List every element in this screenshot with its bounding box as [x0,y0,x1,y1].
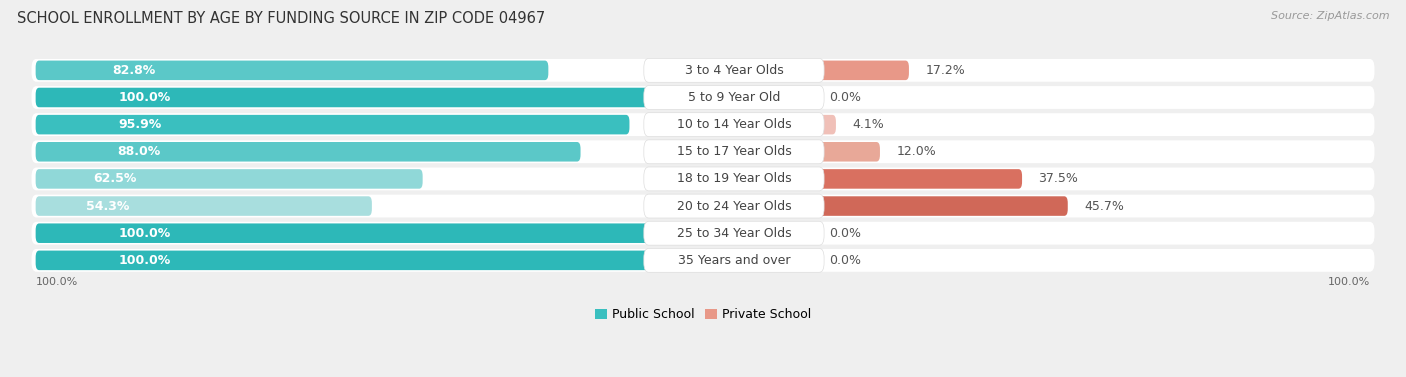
Text: 0.0%: 0.0% [830,91,862,104]
Text: 100.0%: 100.0% [1329,277,1371,287]
Text: 3 to 4 Year Olds: 3 to 4 Year Olds [685,64,783,77]
Text: 88.0%: 88.0% [117,145,160,158]
Text: 5 to 9 Year Old: 5 to 9 Year Old [688,91,780,104]
Text: 37.5%: 37.5% [1039,172,1078,185]
Text: 10 to 14 Year Olds: 10 to 14 Year Olds [676,118,792,131]
Text: 95.9%: 95.9% [118,118,162,131]
FancyBboxPatch shape [644,58,824,82]
Text: 100.0%: 100.0% [118,91,170,104]
FancyBboxPatch shape [644,194,824,218]
FancyBboxPatch shape [35,142,581,162]
Text: 62.5%: 62.5% [94,172,136,185]
Text: 4.1%: 4.1% [852,118,884,131]
Text: 35 Years and over: 35 Years and over [678,254,790,267]
Text: 15 to 17 Year Olds: 15 to 17 Year Olds [676,145,792,158]
Legend: Public School, Private School: Public School, Private School [595,308,811,321]
FancyBboxPatch shape [31,222,1375,245]
FancyBboxPatch shape [35,61,548,80]
Text: SCHOOL ENROLLMENT BY AGE BY FUNDING SOURCE IN ZIP CODE 04967: SCHOOL ENROLLMENT BY AGE BY FUNDING SOUR… [17,11,546,26]
Text: 17.2%: 17.2% [925,64,965,77]
Text: 100.0%: 100.0% [118,254,170,267]
Text: 100.0%: 100.0% [35,277,77,287]
Text: 12.0%: 12.0% [897,145,936,158]
FancyBboxPatch shape [31,86,1375,109]
Text: Source: ZipAtlas.com: Source: ZipAtlas.com [1271,11,1389,21]
FancyBboxPatch shape [31,140,1375,163]
Text: 45.7%: 45.7% [1084,199,1125,213]
Text: 18 to 19 Year Olds: 18 to 19 Year Olds [676,172,792,185]
FancyBboxPatch shape [35,196,371,216]
FancyBboxPatch shape [31,113,1375,136]
Text: 82.8%: 82.8% [112,64,156,77]
FancyBboxPatch shape [31,249,1375,272]
FancyBboxPatch shape [813,196,1067,216]
Text: 25 to 34 Year Olds: 25 to 34 Year Olds [676,227,792,240]
Text: 0.0%: 0.0% [830,254,862,267]
Text: 20 to 24 Year Olds: 20 to 24 Year Olds [676,199,792,213]
FancyBboxPatch shape [35,169,423,189]
Text: 54.3%: 54.3% [86,199,129,213]
FancyBboxPatch shape [813,169,1022,189]
FancyBboxPatch shape [644,140,824,164]
FancyBboxPatch shape [31,167,1375,190]
Text: 0.0%: 0.0% [830,227,862,240]
FancyBboxPatch shape [644,167,824,191]
FancyBboxPatch shape [813,142,880,162]
FancyBboxPatch shape [31,195,1375,218]
FancyBboxPatch shape [35,88,655,107]
FancyBboxPatch shape [644,113,824,136]
FancyBboxPatch shape [35,224,655,243]
FancyBboxPatch shape [644,221,824,245]
FancyBboxPatch shape [35,115,630,135]
FancyBboxPatch shape [35,251,655,270]
FancyBboxPatch shape [644,248,824,272]
FancyBboxPatch shape [31,59,1375,82]
FancyBboxPatch shape [644,86,824,109]
FancyBboxPatch shape [813,115,837,135]
Text: 100.0%: 100.0% [118,227,170,240]
FancyBboxPatch shape [813,61,908,80]
